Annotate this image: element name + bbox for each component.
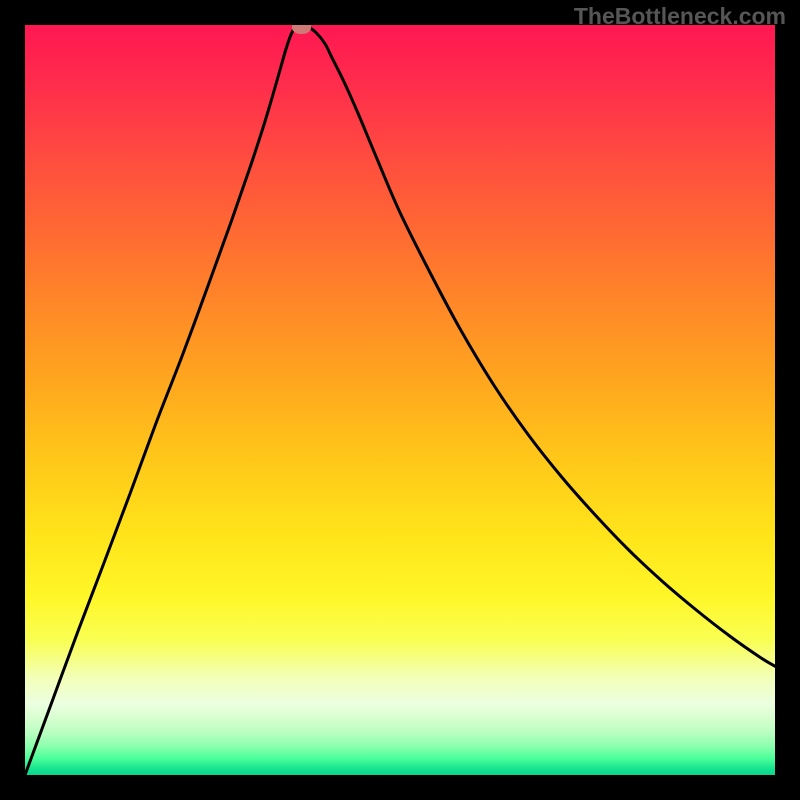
bottleneck-curve <box>25 25 775 775</box>
watermark-text: TheBottleneck.com <box>574 3 786 30</box>
plot-area <box>25 25 775 775</box>
chart-frame: TheBottleneck.com <box>0 0 800 800</box>
optimal-point-marker <box>292 25 311 34</box>
